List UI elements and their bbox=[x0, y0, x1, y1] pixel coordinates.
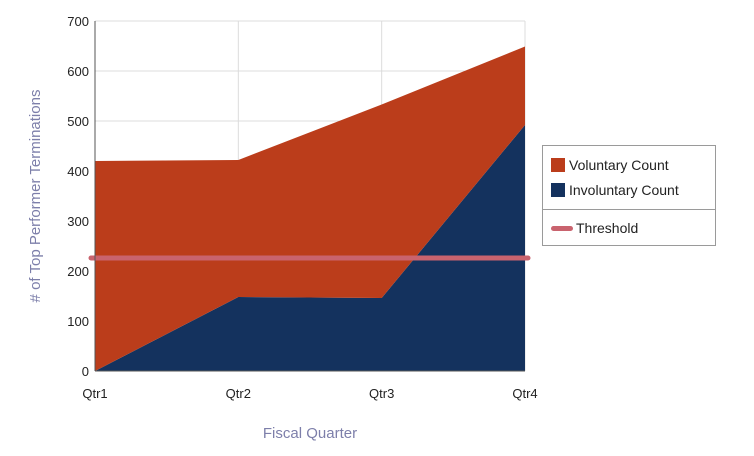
legend: Voluntary Count Involuntary Count Thresh… bbox=[542, 145, 716, 246]
legend-item-threshold: Threshold bbox=[551, 218, 638, 238]
legend-swatch-threshold bbox=[551, 225, 573, 231]
y-tick-label: 100 bbox=[67, 314, 89, 329]
legend-label-voluntary: Voluntary Count bbox=[569, 157, 669, 173]
y-tick-label: 300 bbox=[67, 214, 89, 229]
y-tick-label: 700 bbox=[67, 14, 89, 29]
legend-item-involuntary: Involuntary Count bbox=[551, 180, 679, 200]
legend-swatch-involuntary bbox=[551, 183, 565, 197]
area-voluntary-count bbox=[95, 46, 525, 371]
x-tick-label: Qtr1 bbox=[82, 386, 107, 401]
y-tick-label: 0 bbox=[82, 364, 89, 379]
y-tick-label: 600 bbox=[67, 64, 89, 79]
legend-item-voluntary: Voluntary Count bbox=[551, 155, 669, 175]
legend-swatch-voluntary bbox=[551, 158, 565, 172]
x-axis-title: Fiscal Quarter bbox=[263, 425, 357, 442]
legend-label-threshold: Threshold bbox=[576, 220, 639, 236]
x-tick-label: Qtr3 bbox=[369, 386, 394, 401]
y-tick-label: 400 bbox=[67, 164, 89, 179]
y-tick-label: 500 bbox=[67, 114, 89, 129]
area-involuntary-count bbox=[95, 125, 525, 371]
y-tick-label: 200 bbox=[67, 264, 89, 279]
area-series bbox=[95, 46, 525, 371]
y-axis-title: # of Top Performer Terminations bbox=[27, 90, 44, 303]
x-tick-label: Qtr2 bbox=[226, 386, 251, 401]
x-tick-label: Qtr4 bbox=[512, 386, 537, 401]
legend-divider bbox=[543, 209, 715, 210]
axes: 0 100 200 300 400 500 600 700 Qtr1 Qtr2 Qtr3 Qtr4 bbox=[67, 14, 537, 401]
legend-label-involuntary: Involuntary Count bbox=[569, 182, 679, 198]
